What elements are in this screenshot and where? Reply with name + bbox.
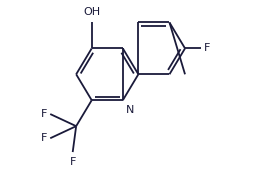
Text: OH: OH	[83, 7, 101, 17]
Text: F: F	[204, 43, 210, 53]
Text: N: N	[125, 105, 134, 115]
Text: F: F	[41, 109, 47, 119]
Text: F: F	[70, 157, 76, 167]
Text: F: F	[41, 133, 47, 143]
